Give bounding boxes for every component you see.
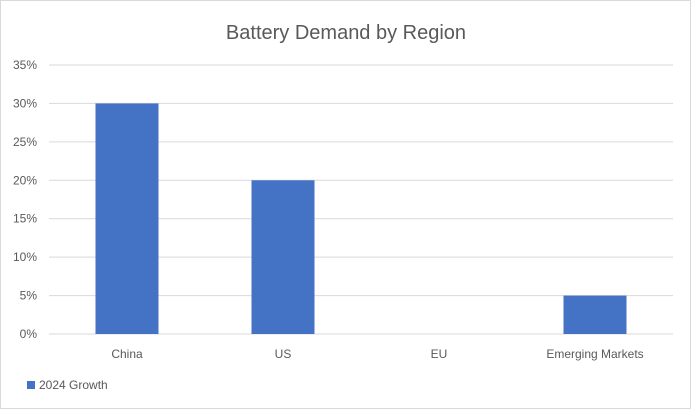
legend: 2024 Growth	[27, 378, 108, 392]
x-axis-tick-labels: China US EU Emerging Markets	[111, 347, 643, 361]
y-tick-label: 35%	[13, 58, 37, 72]
x-tick-label: US	[275, 347, 292, 361]
bar-emerging-markets	[563, 295, 627, 334]
y-tick-label: 5%	[20, 289, 38, 303]
y-tick-label: 0%	[20, 327, 38, 341]
y-tick-label: 25%	[13, 135, 37, 149]
x-tick-label: EU	[431, 347, 448, 361]
bar-china	[95, 103, 159, 334]
y-axis-tick-labels: 0% 5% 10% 15% 20% 25% 30% 35%	[13, 58, 37, 341]
legend-label-2024-growth: 2024 Growth	[39, 378, 108, 392]
x-tick-label: Emerging Markets	[546, 347, 643, 361]
y-tick-label: 15%	[13, 212, 37, 226]
x-tick-label: China	[111, 347, 143, 361]
y-tick-label: 30%	[13, 96, 37, 110]
bar-us	[251, 180, 315, 334]
y-tick-label: 10%	[13, 250, 37, 264]
chart-title: Battery Demand by Region	[226, 22, 466, 44]
y-tick-label: 20%	[13, 173, 37, 187]
legend-swatch-2024-growth	[27, 381, 35, 389]
bars	[95, 103, 627, 334]
